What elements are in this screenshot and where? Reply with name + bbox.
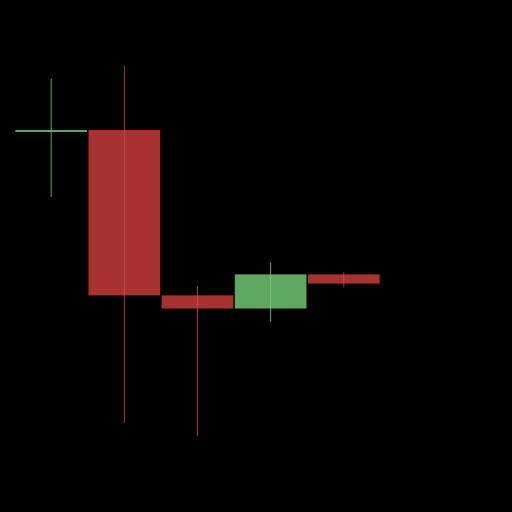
candle-2 — [161, 286, 234, 436]
candle-3 — [234, 262, 307, 322]
candles-layer — [15, 65, 380, 436]
candle-0 — [15, 78, 88, 197]
candle-4 — [307, 271, 380, 288]
candle-1 — [88, 65, 161, 423]
